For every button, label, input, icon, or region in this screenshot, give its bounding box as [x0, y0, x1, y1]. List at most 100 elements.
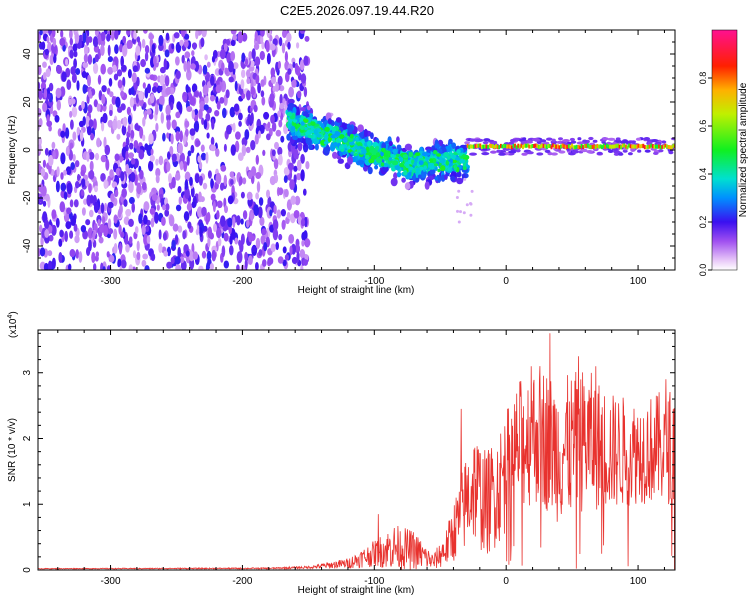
spectrogram-cell: [186, 202, 192, 211]
spectrogram-cell: [114, 153, 120, 162]
spectrogram-cell: [255, 262, 259, 270]
spectrogram-cell: [165, 32, 170, 41]
spectrogram-cell: [202, 182, 208, 190]
spectrogram-cell: [65, 212, 69, 224]
spectrogram-cell: [296, 251, 300, 263]
spectrogram-cell: [94, 30, 99, 37]
spectrogram-cell: [650, 143, 653, 148]
spectrogram-cell: [262, 259, 267, 267]
spectrogram-cell: [537, 145, 540, 150]
spectrogram-cell: [65, 146, 70, 156]
spectrogram-cell: [105, 158, 110, 171]
spectrogram-cell: [238, 239, 242, 247]
spectrogram-cell: [417, 174, 423, 179]
spectrogram-cell: [79, 129, 84, 142]
spectrogram-cell: [300, 121, 305, 126]
spectrogram-cell: [69, 37, 74, 46]
spectrogram-cell: [187, 221, 192, 229]
spectrogram-cell: [144, 143, 149, 151]
spectrogram-cell: [191, 109, 195, 120]
spectrogram-cell: [609, 144, 612, 149]
spectrogram-cell: [284, 51, 288, 63]
spectrogram-ytick-label: 40: [22, 48, 33, 60]
spectrogram-cell: [132, 250, 137, 259]
spectrogram-cell: [525, 143, 528, 148]
spectrogram-cell: [97, 74, 102, 85]
spectrogram-cell: [586, 150, 594, 154]
spectrogram-cell: [396, 144, 402, 150]
spectrogram-cell: [117, 106, 123, 113]
spectrogram-cell: [163, 250, 168, 257]
spectrogram-cell: [236, 215, 241, 226]
spectrogram-cell: [198, 91, 202, 99]
spectrogram-cell: [187, 150, 192, 157]
spectrogram-cell: [624, 144, 627, 149]
spectrogram-cell: [436, 153, 442, 157]
spectrogram-cell: [577, 144, 580, 149]
spectrogram-cell: [269, 93, 275, 103]
spectrogram-cell: [254, 56, 261, 67]
spectrogram-cell: [229, 245, 234, 256]
spectrogram-cell: [620, 145, 623, 150]
spectrogram-cell: [305, 239, 311, 247]
spectrogram-cell: [539, 139, 547, 143]
spectrogram-cell: [634, 144, 637, 149]
spectrogram-cell: [158, 155, 164, 166]
spectrogram-cell: [637, 143, 640, 148]
spectrogram-cell: [439, 156, 443, 161]
spectrogram-cell: [58, 238, 63, 247]
spectrogram-cell: [81, 207, 86, 216]
spectrogram-cell: [477, 143, 480, 148]
spectrogram-cell: [136, 76, 140, 87]
spectrogram-cell: [44, 219, 50, 229]
spectrogram-cell: [536, 144, 539, 148]
spectrogram-cell: [123, 199, 128, 207]
spectrogram-cell: [474, 144, 477, 149]
spectrogram-cell: [75, 160, 80, 168]
spectrogram-cell: [375, 152, 380, 158]
spectrogram-cell: [201, 250, 207, 259]
spectrogram-cell: [387, 150, 391, 156]
spectrogram-cell: [333, 142, 338, 147]
spectrogram-cell: [299, 124, 306, 130]
spectrogram-cell: [479, 143, 482, 148]
spectrogram-cell: [109, 169, 114, 178]
spectrogram-cell: [177, 186, 182, 194]
snr-multiplier: (x104): [7, 311, 19, 338]
spectrogram-cell: [101, 85, 107, 93]
spectrogram-cell: [223, 43, 228, 52]
spectrogram-cell: [144, 265, 150, 270]
spectrogram-cell: [626, 145, 629, 150]
spectrogram-cell: [128, 236, 133, 244]
spectrogram-cell: [230, 39, 236, 47]
spectrogram-cell: [390, 154, 395, 159]
spectrogram-cell: [170, 101, 174, 111]
spectrogram-cell: [147, 83, 151, 94]
spectrogram-cell: [448, 163, 453, 167]
snr-ytick-label: 2: [22, 435, 33, 441]
spectrogram-cell: [244, 251, 249, 261]
spectrogram-cell: [41, 41, 46, 50]
spectrogram-cell: [206, 250, 212, 261]
spectrogram-cell: [151, 193, 158, 201]
spectrogram-cell: [113, 228, 118, 240]
spectrogram-cell: [399, 163, 405, 168]
spectrogram-cell: [244, 58, 249, 66]
spectrogram-cell: [610, 144, 613, 149]
spectrogram-cell: [76, 80, 80, 91]
spectrogram-cell: [58, 252, 63, 263]
spectrogram-cell: [95, 251, 100, 258]
spectrogram-cell: [136, 240, 140, 252]
spectrogram-cell: [254, 133, 259, 145]
spectrogram-cell: [198, 265, 204, 270]
spectrogram-cell: [184, 187, 190, 200]
spectrogram-cell: [469, 152, 477, 156]
snr-ticks: -300 -200 -100 0 100 0 1 2 3: [22, 330, 675, 587]
spectrogram-cell: [561, 143, 564, 148]
spectrogram-cell: [116, 69, 123, 77]
spectrogram-cell: [281, 42, 286, 54]
spectrogram-cell: [627, 152, 633, 156]
spectrogram-cell: [512, 144, 515, 148]
spectrogram-cell: [202, 64, 208, 75]
